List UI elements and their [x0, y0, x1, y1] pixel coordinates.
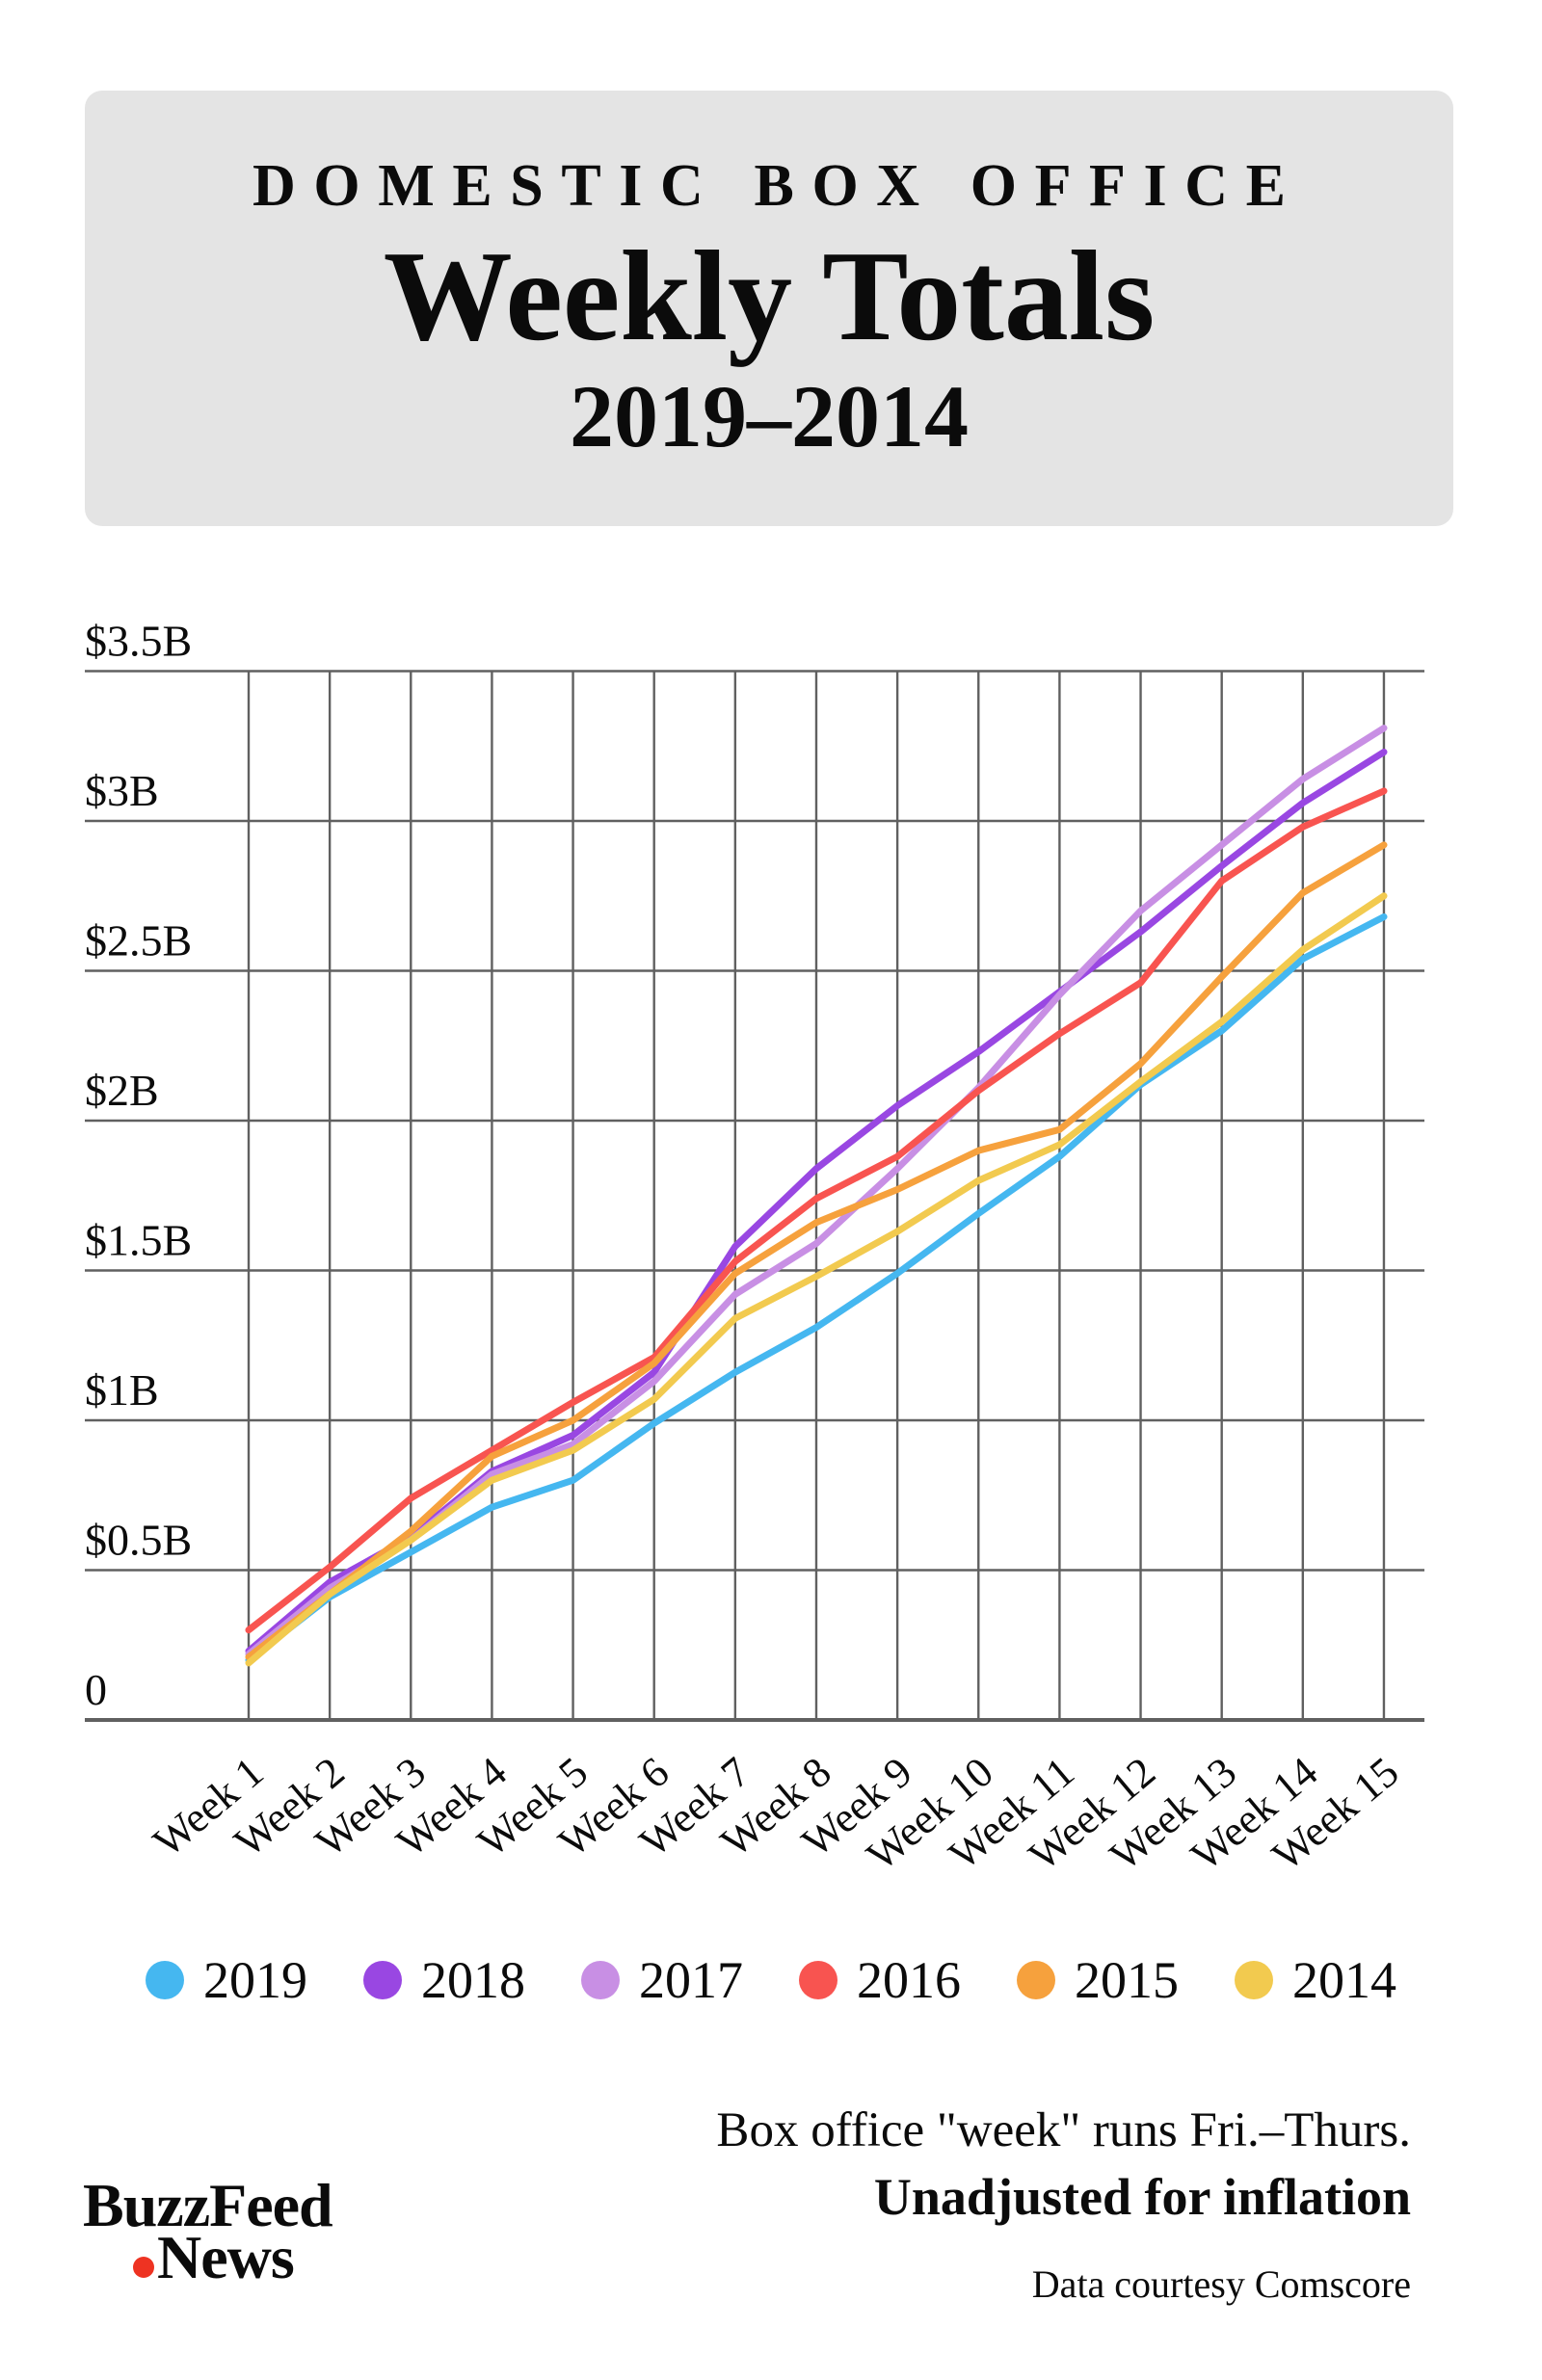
- y-tick-label: 0: [85, 1665, 107, 1714]
- y-tick-label: $2B: [85, 1066, 159, 1115]
- legend-item-2014: 2014: [1235, 1954, 1396, 2006]
- legend-dot-2018: [363, 1961, 402, 1999]
- title-kicker: DOMESTIC BOX OFFICE: [253, 153, 1304, 220]
- footnote-inflation: Unadjusted for inflation: [873, 2167, 1411, 2226]
- title-years: 2019–2014: [570, 366, 969, 465]
- legend-item-2016: 2016: [799, 1954, 961, 2006]
- legend-item-2015: 2015: [1017, 1954, 1179, 2006]
- logo-news-line: News: [83, 2222, 332, 2291]
- legend-label-2015: 2015: [1075, 1951, 1179, 2009]
- legend-dot-2017: [581, 1961, 620, 1999]
- buzzfeed-news-logo: BuzzFeed News: [83, 2171, 333, 2291]
- legend-item-2018: 2018: [363, 1954, 525, 2006]
- series-line-2014: [245, 892, 1388, 1667]
- logo-red-dot-icon: [133, 2256, 154, 2278]
- legend-label-2018: 2018: [421, 1951, 525, 2009]
- data-credit: Data courtesy Comscore: [1031, 2261, 1411, 2306]
- legend-label-2016: 2016: [857, 1951, 961, 2009]
- page-title: Weekly Totals: [383, 225, 1156, 368]
- legend-dot-2014: [1235, 1961, 1273, 1999]
- legend-item-2019: 2019: [146, 1954, 307, 2006]
- series-line-2015: [245, 841, 1388, 1661]
- series-line-2016: [245, 787, 1388, 1634]
- legend-dot-2016: [799, 1961, 837, 1999]
- footnotes: Box office "week" runs Fri.–Thurs. Unadj…: [716, 2102, 1411, 2304]
- y-tick-label: $0.5B: [85, 1516, 192, 1565]
- logo-news-text: News: [157, 2222, 295, 2291]
- legend-label-2019: 2019: [203, 1951, 307, 2009]
- y-tick-label: $3B: [85, 766, 159, 815]
- legend-dot-2015: [1017, 1961, 1055, 1999]
- legend-dot-2019: [146, 1961, 184, 1999]
- legend-label-2014: 2014: [1292, 1951, 1396, 2009]
- series-line-2019: [245, 913, 1388, 1664]
- y-tick-label: $1.5B: [85, 1216, 192, 1265]
- legend-item-2017: 2017: [581, 1954, 743, 2006]
- legend-label-2017: 2017: [639, 1951, 743, 2009]
- logo-buzzfeed-text: BuzzFeed: [83, 2171, 333, 2239]
- footnote-week-definition: Box office "week" runs Fri.–Thurs.: [716, 2103, 1411, 2157]
- y-tick-label: $3.5B: [85, 617, 192, 666]
- y-tick-label: $2.5B: [85, 916, 192, 965]
- chart-legend: 2019 2018 2017 2016 2015 2014: [0, 1954, 1542, 2006]
- y-tick-label: $1B: [85, 1365, 159, 1415]
- title-card: DOMESTIC BOX OFFICE Weekly Totals 2019–2…: [85, 91, 1453, 526]
